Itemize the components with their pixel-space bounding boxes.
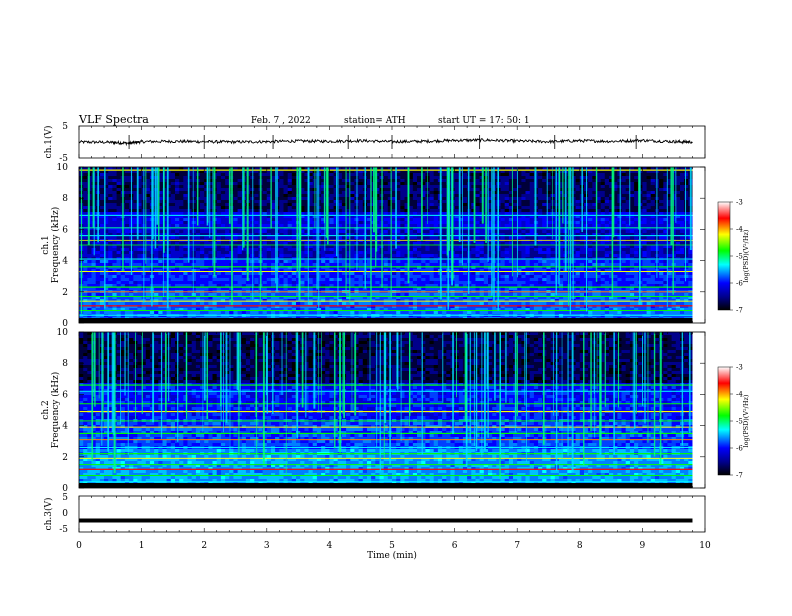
x-tick-label: 3 <box>264 541 270 551</box>
ch2-spectrogram-line <box>79 464 692 465</box>
x-tick-label: 1 <box>139 541 145 551</box>
ch2-colorbar-tick: -3 <box>736 364 743 372</box>
ch2-spectrogram-ytick: 10 <box>57 328 69 338</box>
x-tick-label: 8 <box>577 541 583 551</box>
ch1-spectrogram-ylabel-channel: ch.1 <box>41 235 51 254</box>
ch2-spectrogram-ytick: 2 <box>62 453 68 463</box>
x-tick-label: 6 <box>452 541 458 551</box>
ch2-colorbar-label: log(PSD)(V²/Hz) <box>742 394 750 447</box>
x-tick-label: 7 <box>514 541 520 551</box>
start-time-label: start UT = 17: 50: 1 <box>438 116 530 126</box>
station-label: station= ATH <box>344 116 406 126</box>
date-label: Feb. 7 , 2022 <box>251 116 311 126</box>
ch1-colorbar: -3-4-5-6-7 log(PSD)(V²/Hz) <box>718 199 750 315</box>
ch1-colorbar-tick: -3 <box>736 199 743 207</box>
ch2-colorbar-scale <box>718 367 730 475</box>
x-tick-label: 0 <box>76 541 82 551</box>
ch1-spectrogram-line <box>79 271 692 272</box>
x-tick-label: 5 <box>389 541 395 551</box>
ch1-trace-line <box>79 139 693 145</box>
ch1-spectrogram-line <box>79 245 692 246</box>
ch1-panel: 5 -5 ch.1(V) <box>43 122 705 164</box>
x-tick-label: 9 <box>640 541 646 551</box>
ch1-ylabel: ch.1(V) <box>43 126 54 159</box>
ch2-spectrogram-line <box>79 475 692 476</box>
ch2-spectrogram-ytick: 8 <box>62 359 68 369</box>
ch1-spectrogram-line <box>79 315 692 316</box>
ch1-colorbar-label: log(PSD)(V²/Hz) <box>742 229 750 282</box>
ch1-spectrogram-line <box>79 170 692 171</box>
ch1-spectrogram-ytick: 2 <box>62 288 68 298</box>
ch1-spectrogram-line <box>79 240 692 241</box>
ch1-spectrogram-line <box>79 227 692 228</box>
ch1-spectrogram-line <box>79 235 692 236</box>
figure-title: VLF Spectra <box>78 113 149 126</box>
ch2-spectrogram-ytick: 6 <box>62 390 68 400</box>
ch1-spectrogram-line <box>79 296 692 297</box>
ch1-ytick-top: 5 <box>62 122 68 132</box>
ch3-ylabel: ch.3(V) <box>43 498 54 531</box>
x-tick-label: 4 <box>327 541 333 551</box>
ch3-ytick-top: 5 <box>62 493 68 503</box>
ch2-spectrogram-ylabel-frequency: Frequency (kHz) <box>50 372 61 449</box>
ch3-frame <box>79 496 705 532</box>
ch1-spectrogram-line <box>79 310 692 311</box>
ch3-ytick-mid: 0 <box>62 509 68 519</box>
ch2-colorbar-tick: -7 <box>736 472 743 480</box>
ch1-colorbar-scale <box>718 202 730 310</box>
ch2-spectrogram-line <box>79 458 692 459</box>
ch3-ytick-bottom: -5 <box>59 525 68 535</box>
ch3-panel: 5 0 -5 ch.3(V) 0 1 2 3 4 5 6 7 8 9 10 Time (min) <box>43 493 711 561</box>
ch1-spectrogram-line <box>79 287 692 288</box>
ch2-spectrogram-ytick: 4 <box>62 422 68 432</box>
ch2-colorbar: -3-4-5-6-7 log(PSD)(V²/Hz) <box>718 364 750 480</box>
ch1-spectrogram-ytick: 6 <box>62 225 68 235</box>
ch1-colorbar-tick: -7 <box>736 307 743 315</box>
ch1-spectrogram-ytick: 8 <box>62 194 68 204</box>
x-tick-label: 10 <box>699 541 711 551</box>
ch2-spectrogram-line <box>79 469 692 470</box>
x-tick-label: 2 <box>201 541 207 551</box>
ch2-spectrogram-line <box>79 481 692 482</box>
ch1-spectrogram-ylabel-frequency: Frequency (kHz) <box>50 207 61 284</box>
ch1-spectrogram-line <box>79 291 692 292</box>
x-axis-label: Time (min) <box>367 550 417 561</box>
ch1-spectrogram-line <box>79 301 692 302</box>
ch1-spectrogram-line <box>79 215 692 216</box>
ch1-spectrogram-ytick: 10 <box>57 163 69 173</box>
ch1-spectrogram-ytick: 4 <box>62 257 68 267</box>
ch2-spectrogram-ylabel-channel: ch.2 <box>41 400 51 419</box>
ch1-spectrogram-line <box>79 259 692 260</box>
ch1-spectrogram-line <box>79 266 692 267</box>
ch1-spectrogram-line <box>79 305 692 306</box>
